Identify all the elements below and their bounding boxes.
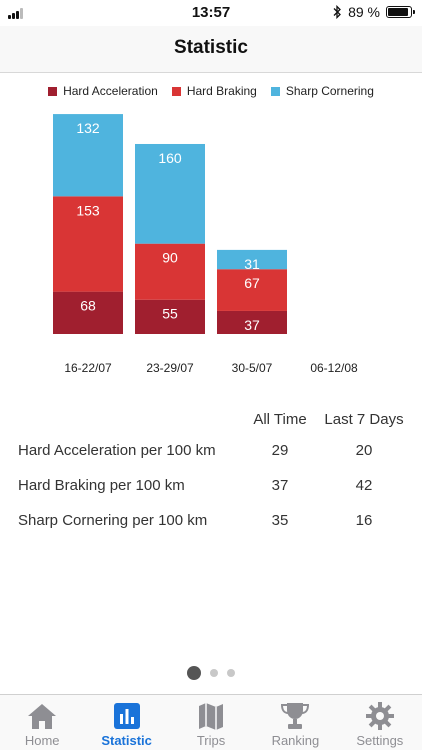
- header-last-7-days: Last 7 Days: [324, 411, 404, 428]
- stats-row-all-time: 35: [271, 512, 289, 529]
- tab-label: Home: [24, 733, 60, 748]
- page-dot[interactable]: [210, 669, 218, 677]
- gear-icon: [365, 702, 394, 730]
- legend-label: Sharp Cornering: [285, 84, 374, 98]
- stats-header: All Time Last 7 Days: [0, 405, 422, 435]
- legend-swatch: [171, 86, 181, 96]
- tab-label: Settings: [356, 733, 404, 748]
- page-title: Statistic: [174, 37, 248, 58]
- bar-chart-icon: [113, 703, 140, 729]
- tab-label: Ranking: [271, 733, 320, 748]
- tab-home[interactable]: Home: [0, 695, 84, 750]
- tab-trips[interactable]: Trips: [169, 695, 253, 750]
- home-icon: [28, 704, 57, 729]
- bar-segment[interactable]: [53, 114, 123, 197]
- stats-row: Hard Braking per 100 km 37 42: [0, 470, 422, 505]
- stats-row-last-7-days: 42: [355, 477, 373, 494]
- x-tick-label: 16-22/07: [64, 361, 112, 375]
- legend-label: Hard Acceleration: [63, 84, 158, 98]
- bar-segment[interactable]: [217, 269, 287, 311]
- bluetooth-icon: [333, 5, 341, 19]
- battery-icon: [386, 6, 415, 18]
- tab-statistic[interactable]: Statistic: [84, 695, 168, 750]
- trophy-icon: [281, 703, 310, 729]
- stats-row-label: Hard Acceleration per 100 km: [18, 442, 216, 459]
- legend-swatch: [48, 86, 58, 96]
- stats-row-label: Hard Braking per 100 km: [18, 477, 185, 494]
- bar-value-label: 160: [158, 150, 182, 166]
- stats-row-all-time: 37: [271, 477, 289, 494]
- bar-value-label: 55: [162, 306, 178, 322]
- signal-strength-icon: [8, 8, 28, 19]
- stats-table: All Time Last 7 Days Hard Acceleration p…: [0, 405, 422, 540]
- x-tick-label: 23-29/07: [146, 361, 194, 375]
- tab-settings[interactable]: Settings: [338, 695, 422, 750]
- legend-item-hard-braking: Hard Braking: [171, 84, 257, 98]
- stacked-bar-chart[interactable]: 68 153 132 16-22/07 55 90 160 23-29/07 37 67 31 30-…: [0, 100, 422, 390]
- stats-row: Hard Acceleration per 100 km 29 20: [0, 435, 422, 470]
- page-control[interactable]: [0, 666, 422, 680]
- tab-ranking[interactable]: Ranking: [253, 695, 337, 750]
- chart-legend: Hard Acceleration Hard Braking Sharp Cor…: [0, 84, 422, 98]
- bar-value-label: 37: [244, 317, 260, 333]
- tab-label: Statistic: [101, 733, 152, 748]
- stats-row-last-7-days: 16: [355, 512, 373, 529]
- legend-item-hard-acceleration: Hard Acceleration: [48, 84, 158, 98]
- page-dot-active[interactable]: [187, 666, 201, 680]
- tab-bar: Home Statistic Trips Ranking: [0, 694, 422, 750]
- status-bar: 13:57 89 %: [0, 0, 422, 26]
- stats-row-all-time: 29: [271, 442, 289, 459]
- status-time: 13:57: [191, 4, 231, 21]
- stats-row-last-7-days: 20: [355, 442, 373, 459]
- bar-segment[interactable]: [53, 196, 123, 292]
- bar-value-label: 68: [80, 298, 96, 314]
- map-icon: [199, 703, 224, 730]
- legend-item-sharp-cornering: Sharp Cornering: [270, 84, 374, 98]
- bar-segment[interactable]: [135, 143, 205, 244]
- stats-row-label: Sharp Cornering per 100 km: [18, 512, 208, 529]
- bar-segment[interactable]: [135, 299, 205, 334]
- bar-segment[interactable]: [135, 243, 205, 300]
- bar-value-label: 153: [76, 202, 100, 218]
- bar-segment[interactable]: [217, 310, 287, 334]
- legend-label: Hard Braking: [186, 84, 257, 98]
- bar-segment[interactable]: [53, 291, 123, 334]
- bar-value-label: 31: [244, 256, 260, 272]
- bar-segment[interactable]: [217, 249, 287, 270]
- stats-row: Sharp Cornering per 100 km 35 16: [0, 505, 422, 540]
- page-dot[interactable]: [227, 669, 235, 677]
- legend-swatch: [270, 86, 280, 96]
- bar-value-label: 67: [244, 275, 260, 291]
- bar-value-label: 90: [162, 250, 178, 266]
- x-tick-label: 06-12/08: [310, 361, 358, 375]
- tab-label: Trips: [196, 733, 226, 748]
- battery-percent: 89 %: [348, 4, 380, 20]
- navigation-bar: Statistic: [0, 26, 422, 73]
- bar-value-label: 132: [76, 120, 100, 136]
- x-tick-label: 30-5/07: [232, 361, 273, 375]
- status-right: 89 %: [332, 4, 415, 20]
- header-all-time: All Time: [253, 411, 307, 428]
